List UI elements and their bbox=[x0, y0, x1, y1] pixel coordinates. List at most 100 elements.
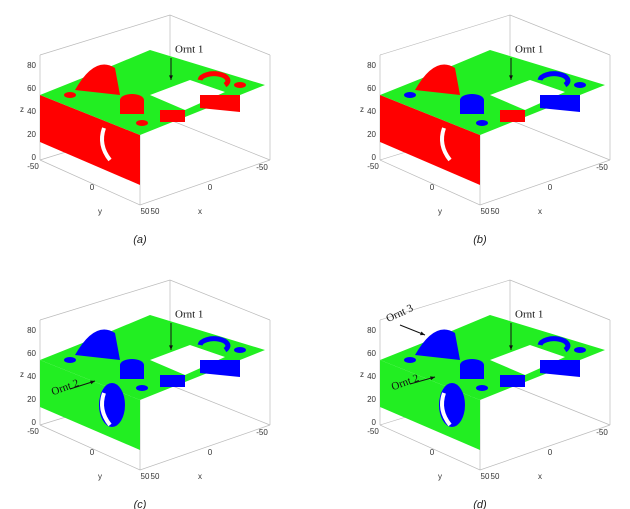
x-tick-label: 0 bbox=[208, 183, 213, 192]
y-tick-label: -50 bbox=[27, 427, 39, 436]
x-label: x bbox=[538, 207, 542, 216]
z-label: z bbox=[360, 105, 364, 114]
z-tick-label: 60 bbox=[27, 349, 36, 358]
x-tick-label: 0 bbox=[208, 448, 213, 457]
arrow-head bbox=[509, 345, 513, 350]
z-tick-label: 20 bbox=[27, 130, 36, 139]
x-label: x bbox=[538, 472, 542, 481]
z-tick-label: 20 bbox=[27, 395, 36, 404]
front-face bbox=[380, 95, 480, 185]
y-tick-label: 0 bbox=[90, 448, 95, 457]
ridge bbox=[75, 329, 120, 360]
z-label: z bbox=[20, 105, 24, 114]
arrow-head bbox=[169, 75, 173, 80]
z-tick-label: 80 bbox=[367, 61, 376, 70]
y-tick-label: 50 bbox=[481, 207, 490, 216]
hole bbox=[574, 82, 586, 88]
arc-cut bbox=[100, 127, 112, 162]
z-label: z bbox=[360, 370, 364, 379]
y-label: y bbox=[438, 207, 442, 216]
top-plate bbox=[380, 315, 605, 400]
top-plate bbox=[40, 315, 265, 400]
top-plate bbox=[380, 50, 605, 135]
ring bbox=[537, 71, 571, 88]
boss-side bbox=[120, 365, 144, 379]
arc-cut bbox=[440, 392, 452, 427]
y-tick-label: 0 bbox=[90, 183, 95, 192]
slot-wall bbox=[500, 110, 525, 122]
z-tick-label: 80 bbox=[367, 326, 376, 335]
slot-wall bbox=[160, 375, 185, 387]
caption: (a) bbox=[133, 234, 147, 246]
z-tick-label: 0 bbox=[32, 418, 37, 427]
hole bbox=[404, 357, 416, 363]
hole bbox=[574, 347, 586, 353]
arc-cut bbox=[100, 392, 112, 427]
y-tick-label: 0 bbox=[430, 448, 435, 457]
slot bbox=[490, 80, 565, 110]
y-label: y bbox=[438, 472, 442, 481]
top-plate bbox=[40, 50, 265, 135]
z-tick-label: 0 bbox=[32, 153, 37, 162]
x-tick-label: 50 bbox=[151, 472, 160, 481]
step-wall bbox=[540, 95, 580, 112]
ridge bbox=[75, 64, 120, 95]
front-face bbox=[40, 360, 140, 450]
hole bbox=[234, 347, 246, 353]
hole bbox=[476, 120, 488, 126]
z-tick-label: 0 bbox=[372, 153, 377, 162]
y-tick-label: 0 bbox=[430, 183, 435, 192]
x-label: x bbox=[198, 207, 202, 216]
annotation: Ornt 1 bbox=[175, 309, 203, 321]
hole bbox=[404, 92, 416, 98]
z-tick-label: 60 bbox=[27, 84, 36, 93]
hole bbox=[64, 357, 76, 363]
slot-wall bbox=[500, 375, 525, 387]
hole bbox=[234, 82, 246, 88]
hole bbox=[136, 120, 148, 126]
y-tick-label: -50 bbox=[27, 162, 39, 171]
x-label: x bbox=[198, 472, 202, 481]
hole bbox=[476, 385, 488, 391]
y-label: y bbox=[98, 207, 102, 216]
slot bbox=[150, 345, 225, 375]
arc-cut bbox=[440, 127, 452, 162]
z-tick-label: 60 bbox=[367, 349, 376, 358]
annotation: Ornt 1 bbox=[515, 44, 543, 56]
z-tick-label: 80 bbox=[27, 326, 36, 335]
x-tick-label: -50 bbox=[596, 163, 608, 172]
front-face bbox=[40, 95, 140, 185]
ridge bbox=[415, 329, 460, 360]
caption: (b) bbox=[473, 234, 487, 246]
slot-wall bbox=[160, 110, 185, 122]
ridge bbox=[415, 64, 460, 95]
boss-side bbox=[460, 100, 484, 114]
annotation: Ornt 3 bbox=[384, 302, 415, 325]
ring bbox=[197, 336, 231, 353]
z-tick-label: 40 bbox=[367, 372, 376, 381]
step-wall bbox=[200, 360, 240, 377]
boss-side bbox=[460, 365, 484, 379]
annotation: Ornt 1 bbox=[175, 44, 203, 56]
z-tick-label: 0 bbox=[372, 418, 377, 427]
step-wall bbox=[200, 95, 240, 112]
z-label: z bbox=[20, 370, 24, 379]
y-label: y bbox=[98, 472, 102, 481]
x-tick-label: -50 bbox=[256, 163, 268, 172]
caption: (d) bbox=[473, 499, 487, 509]
arrow-head bbox=[169, 345, 173, 350]
x-tick-label: 50 bbox=[491, 472, 500, 481]
slot bbox=[150, 80, 225, 110]
annotation: Ornt 1 bbox=[515, 309, 543, 321]
arrow-head bbox=[509, 75, 513, 80]
z-tick-label: 40 bbox=[27, 372, 36, 381]
x-tick-label: 50 bbox=[491, 207, 500, 216]
y-tick-label: 50 bbox=[141, 207, 150, 216]
x-tick-label: -50 bbox=[256, 428, 268, 437]
y-tick-label: -50 bbox=[367, 427, 379, 436]
y-tick-label: 50 bbox=[141, 472, 150, 481]
